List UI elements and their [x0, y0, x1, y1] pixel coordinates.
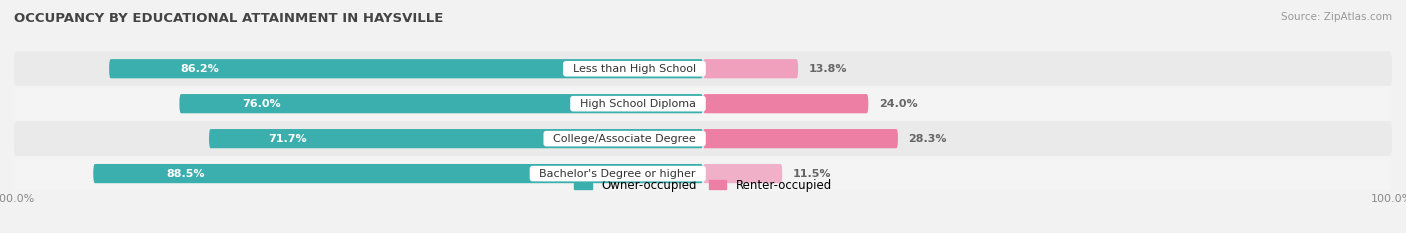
- Text: Source: ZipAtlas.com: Source: ZipAtlas.com: [1281, 12, 1392, 22]
- FancyBboxPatch shape: [110, 59, 703, 78]
- FancyBboxPatch shape: [14, 86, 1392, 121]
- FancyBboxPatch shape: [93, 164, 703, 183]
- Text: College/Associate Degree: College/Associate Degree: [547, 134, 703, 144]
- Text: 86.2%: 86.2%: [180, 64, 219, 74]
- Text: High School Diploma: High School Diploma: [574, 99, 703, 109]
- FancyBboxPatch shape: [209, 129, 703, 148]
- FancyBboxPatch shape: [14, 51, 1392, 86]
- Legend: Owner-occupied, Renter-occupied: Owner-occupied, Renter-occupied: [569, 174, 837, 196]
- FancyBboxPatch shape: [703, 129, 898, 148]
- Text: 24.0%: 24.0%: [879, 99, 917, 109]
- Text: 88.5%: 88.5%: [166, 169, 205, 178]
- Text: 76.0%: 76.0%: [242, 99, 281, 109]
- FancyBboxPatch shape: [14, 156, 1392, 191]
- Text: OCCUPANCY BY EDUCATIONAL ATTAINMENT IN HAYSVILLE: OCCUPANCY BY EDUCATIONAL ATTAINMENT IN H…: [14, 12, 443, 25]
- Text: 71.7%: 71.7%: [269, 134, 307, 144]
- Text: Bachelor's Degree or higher: Bachelor's Degree or higher: [533, 169, 703, 178]
- FancyBboxPatch shape: [703, 94, 869, 113]
- FancyBboxPatch shape: [14, 121, 1392, 156]
- FancyBboxPatch shape: [180, 94, 703, 113]
- Text: 28.3%: 28.3%: [908, 134, 946, 144]
- Text: Less than High School: Less than High School: [565, 64, 703, 74]
- Text: 13.8%: 13.8%: [808, 64, 846, 74]
- FancyBboxPatch shape: [703, 164, 782, 183]
- FancyBboxPatch shape: [703, 59, 799, 78]
- Text: 11.5%: 11.5%: [793, 169, 831, 178]
